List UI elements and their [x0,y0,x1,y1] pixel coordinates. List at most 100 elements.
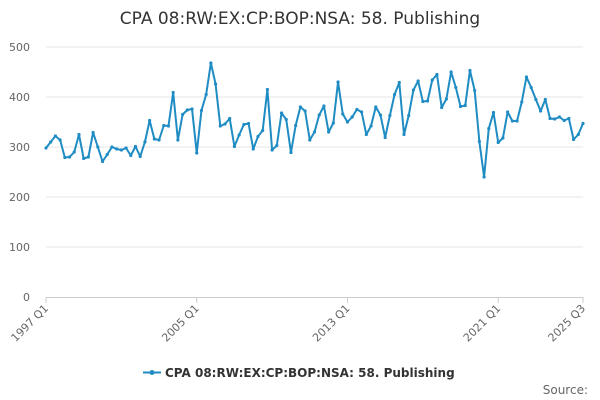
data-point[interactable] [425,99,430,103]
data-point[interactable] [392,92,397,97]
data-point[interactable] [557,115,562,119]
data-point[interactable] [355,107,359,112]
data-point[interactable] [411,88,416,92]
data-point[interactable] [378,113,383,117]
data-point[interactable] [86,155,90,159]
data-point[interactable] [543,97,547,102]
data-point[interactable] [91,130,95,135]
data-point[interactable] [482,175,486,179]
data-point[interactable] [133,144,138,149]
data-point[interactable] [581,121,585,126]
data-point[interactable] [261,128,265,133]
data-point[interactable] [515,119,519,123]
data-point[interactable] [473,88,477,93]
data-point[interactable] [454,85,458,90]
data-point[interactable] [129,153,133,158]
data-point[interactable] [345,120,350,124]
data-point[interactable] [294,123,298,128]
data-point[interactable] [562,118,566,123]
data-point[interactable] [312,130,317,134]
data-point[interactable] [213,82,218,86]
data-point[interactable] [289,150,293,155]
data-point[interactable] [529,85,533,90]
data-point[interactable] [162,123,166,128]
data-point[interactable] [487,126,491,131]
data-point[interactable] [246,121,251,126]
data-point[interactable] [44,146,48,150]
data-point[interactable] [49,140,53,144]
data-point[interactable] [110,145,114,149]
data-point[interactable] [421,99,425,104]
data-point[interactable] [265,87,269,92]
data-point[interactable] [341,112,345,116]
data-point[interactable] [553,117,557,121]
data-point[interactable] [77,132,81,137]
data-point[interactable] [105,152,109,157]
data-point[interactable] [199,108,204,113]
data-point[interactable] [520,100,524,104]
data-point[interactable] [360,110,364,114]
data-point[interactable] [67,155,72,159]
data-point[interactable] [571,137,576,142]
data-point[interactable] [223,122,227,126]
data-point[interactable] [138,154,142,159]
data-point[interactable] [218,124,222,128]
data-point[interactable] [279,111,284,115]
data-point[interactable] [576,132,580,137]
data-point[interactable] [143,140,147,144]
data-point[interactable] [100,159,105,164]
data-point[interactable] [195,151,199,155]
data-point[interactable] [463,103,467,108]
data-point[interactable] [303,109,307,113]
data-point[interactable] [82,156,86,161]
data-point[interactable] [416,79,420,83]
data-point[interactable] [166,124,171,128]
data-point[interactable] [251,147,255,151]
data-point[interactable] [284,117,288,122]
data-point[interactable] [388,113,392,118]
data-point[interactable] [491,110,496,115]
data-point[interactable] [548,116,552,121]
data-point[interactable] [435,72,439,77]
data-point[interactable] [242,122,246,127]
legend[interactable]: CPA 08:RW:EX:CP:BOP:NSA: 58. Publishing [143,366,455,380]
data-point[interactable] [374,105,378,109]
data-point[interactable] [308,138,312,142]
data-point[interactable] [539,109,543,113]
data-point[interactable] [440,105,444,110]
data-point[interactable] [185,108,189,112]
data-point[interactable] [270,148,274,152]
data-point[interactable] [510,119,514,123]
data-point[interactable] [190,107,194,111]
data-point[interactable] [157,138,161,142]
data-point[interactable] [350,115,354,119]
data-point[interactable] [477,139,481,144]
data-point[interactable] [322,104,326,108]
data-point[interactable] [72,150,76,154]
data-point[interactable] [468,68,472,73]
data-point[interactable] [204,92,208,97]
data-point[interactable] [148,118,152,123]
data-point[interactable] [506,110,510,114]
data-point[interactable] [501,136,505,140]
data-point[interactable] [407,113,411,118]
data-point[interactable] [181,112,185,117]
data-point[interactable] [237,133,241,137]
data-point[interactable] [171,90,175,95]
data-point[interactable] [331,121,335,125]
data-point[interactable] [534,97,538,102]
data-point[interactable] [53,134,58,138]
data-point[interactable] [176,138,180,142]
data-point[interactable] [397,80,401,85]
data-point[interactable] [63,155,67,160]
data-point[interactable] [232,144,237,149]
data-point[interactable] [298,105,302,109]
data-point[interactable] [369,124,373,128]
data-point[interactable] [444,97,448,101]
data-point[interactable] [209,61,213,65]
data-point[interactable] [430,78,434,82]
data-point[interactable] [96,145,100,149]
data-point[interactable] [119,148,123,152]
data-point[interactable] [58,138,62,142]
data-point[interactable] [228,116,232,121]
